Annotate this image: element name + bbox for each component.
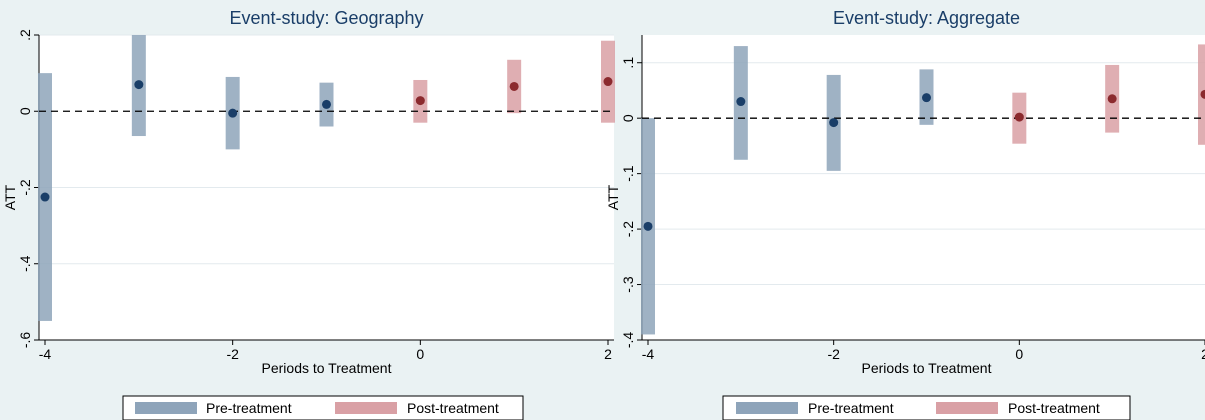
post-point-estimate xyxy=(603,77,613,87)
post-point-estimate xyxy=(509,81,519,91)
legend-swatch-post xyxy=(936,402,998,414)
x-tick-label: -2 xyxy=(226,346,239,362)
y-tick-label: -.4 xyxy=(17,255,33,272)
y-tick-label: 0 xyxy=(620,114,636,122)
legend-swatch-pre xyxy=(736,402,798,414)
pre-point-estimate xyxy=(643,221,653,231)
legend-label-pre: Pre-treatment xyxy=(808,400,894,416)
post-point-estimate xyxy=(1200,89,1205,99)
legend-label-pre: Pre-treatment xyxy=(206,400,292,416)
chart-title: Event-study: Aggregate xyxy=(833,8,1020,28)
y-tick-label: -.4 xyxy=(620,332,636,349)
pre-point-estimate xyxy=(922,93,931,103)
chart-panel-0: -.6 -.4 -.2 0 .2 -4 -2 0 2 Periods to Treatment AT… xyxy=(2,8,615,420)
x-tick-label: 0 xyxy=(1015,346,1023,362)
chart-title: Event-study: Geography xyxy=(229,8,423,28)
y-tick-label: 0 xyxy=(17,107,33,115)
legend: Pre-treatment Post-treatment xyxy=(722,395,1131,420)
y-tick-label: -.1 xyxy=(620,165,636,182)
legend-label-post: Post-treatment xyxy=(407,400,499,416)
y-tick-label: -.2 xyxy=(17,179,33,196)
x-axis-title: Periods to Treatment xyxy=(862,360,992,376)
legend-swatch-post xyxy=(335,402,397,414)
x-tick-label: -4 xyxy=(39,346,52,362)
pre-point-estimate xyxy=(40,192,50,202)
post-point-estimate xyxy=(415,96,425,106)
y-tick-label: -.2 xyxy=(620,221,636,238)
x-axis-title: Periods to Treatment xyxy=(262,360,392,376)
x-tick-label: 0 xyxy=(416,346,424,362)
post-point-estimate xyxy=(1107,94,1117,104)
y-tick-label: .1 xyxy=(620,57,636,69)
x-tick-label: 2 xyxy=(604,346,612,362)
y-tick-label: -.6 xyxy=(17,332,33,349)
x-tick-label: -2 xyxy=(827,346,840,362)
y-axis-title: ATT xyxy=(2,184,18,210)
legend-swatch-pre xyxy=(135,402,197,414)
y-tick-label: -.3 xyxy=(620,276,636,293)
chart-panel-1: -.4 -.3 -.2 -.1 0 .1 -4 -2 0 2 Periods to Treatmen… xyxy=(605,8,1205,420)
pre-point-estimate xyxy=(829,118,839,128)
legend-label-post: Post-treatment xyxy=(1008,400,1100,416)
post-point-estimate xyxy=(1014,112,1024,122)
pre-point-estimate xyxy=(228,108,238,118)
legend: Pre-treatment Post-treatment xyxy=(122,395,524,420)
pre-point-estimate xyxy=(736,97,746,107)
x-tick-label: -4 xyxy=(642,346,655,362)
y-axis-title: ATT xyxy=(605,184,621,210)
y-tick-label: .2 xyxy=(17,29,33,41)
pre-point-estimate xyxy=(322,99,331,109)
x-tick-label: 2 xyxy=(1201,346,1205,362)
pre-point-estimate xyxy=(134,80,144,90)
